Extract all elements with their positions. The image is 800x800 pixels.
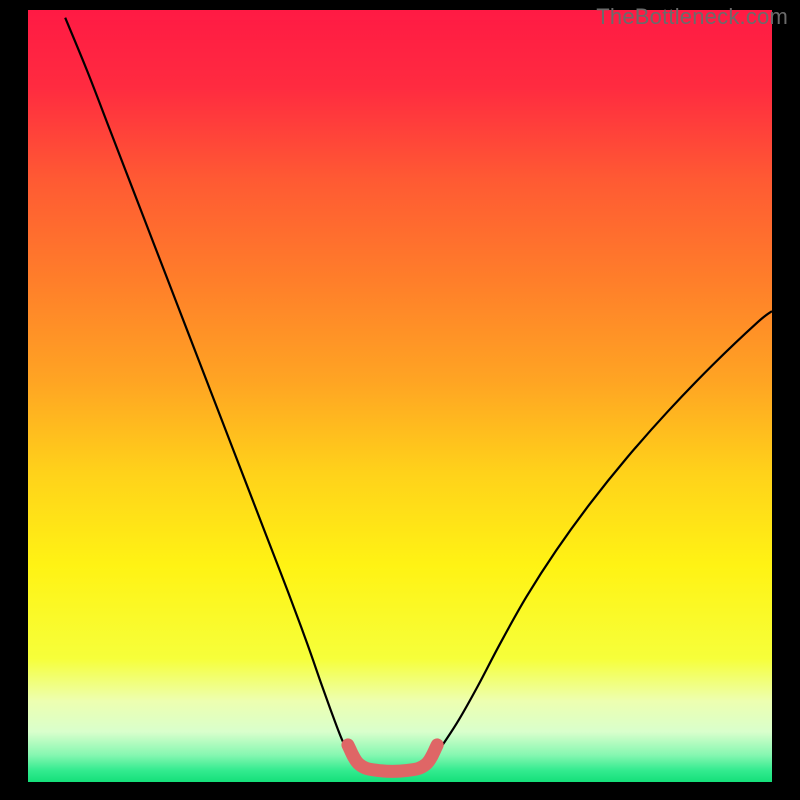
watermark-text: TheBottleneck.com: [596, 4, 788, 30]
bottleneck-curve-chart: [0, 0, 800, 800]
gradient-background: [28, 10, 772, 782]
chart-stage: TheBottleneck.com: [0, 0, 800, 800]
